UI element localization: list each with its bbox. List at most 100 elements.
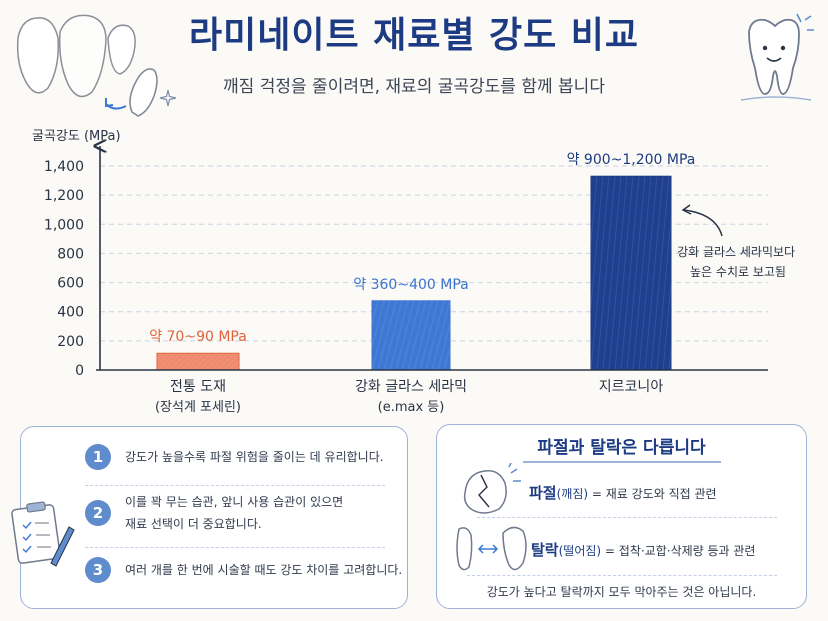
bar-texture xyxy=(271,353,289,370)
tip-item-3: 3 여러 개를 한 번에 시술할 때도 강도 차이를 고려합니다. xyxy=(85,557,402,583)
annotation-arrowhead xyxy=(681,204,692,215)
bar-texture xyxy=(186,353,206,371)
fracture-definition: 파절(깨짐) = 재료 강도와 직접 관련 xyxy=(529,482,717,503)
bar-texture xyxy=(372,300,373,303)
bar-texture xyxy=(540,301,558,370)
sparkle-icon xyxy=(159,89,177,107)
veneer-teeth-icon xyxy=(16,14,158,117)
bar-texture xyxy=(228,360,239,371)
bar-texture xyxy=(474,301,492,370)
bar-texture xyxy=(449,368,450,370)
bar-texture xyxy=(312,301,330,370)
bar-texture xyxy=(407,300,427,370)
bar-texture xyxy=(498,301,516,370)
tip-number-badge: 3 xyxy=(85,557,111,583)
clipboard-icon xyxy=(11,501,75,567)
y-tick-label: 1,200 xyxy=(44,188,84,204)
bar-texture xyxy=(330,301,348,370)
bar-texture xyxy=(546,301,564,370)
divider xyxy=(477,517,777,518)
bar-texture xyxy=(168,353,188,371)
category-sublabel: (장석계 포세린) xyxy=(155,400,241,415)
bar-texture xyxy=(510,301,528,370)
bar-value-label: 약 360~400 MPa xyxy=(353,277,468,293)
bar-texture xyxy=(638,176,658,370)
bar-texture xyxy=(626,176,646,370)
annotation-line-1: 강화 글라스 세라믹보다 xyxy=(677,245,795,259)
page-subtitle: 깨짐 걱정을 줄이려면, 재료의 굴곡강도를 함께 봅니다 xyxy=(223,77,605,97)
bar-texture xyxy=(157,353,170,366)
bar-texture xyxy=(133,353,151,370)
bar-texture xyxy=(121,353,139,370)
bar-texture xyxy=(437,321,450,370)
bar-texture xyxy=(319,353,337,370)
bar-texture xyxy=(602,176,622,370)
bar xyxy=(590,175,672,371)
bar-texture xyxy=(180,353,200,371)
bar-texture xyxy=(516,301,534,370)
bar-texture xyxy=(377,300,397,370)
bar-texture xyxy=(192,353,212,371)
bar-texture xyxy=(301,353,319,370)
bar-texture xyxy=(372,300,385,349)
y-axis-title: 굴곡강도 (MPa) xyxy=(32,129,121,144)
bar-texture xyxy=(468,301,486,370)
y-tick-label: 200 xyxy=(57,334,84,350)
bar-texture xyxy=(210,353,230,371)
bar-texture xyxy=(318,301,336,370)
y-tick-label: 800 xyxy=(57,246,84,262)
bar-texture xyxy=(596,176,616,370)
bar-texture xyxy=(342,301,360,370)
bar-texture xyxy=(253,353,271,370)
bar-texture xyxy=(413,300,433,370)
cracked-veneer-icon xyxy=(463,463,521,514)
bar-texture xyxy=(157,353,164,360)
bar-texture xyxy=(662,278,671,370)
bar-texture xyxy=(307,353,325,370)
annotation-arrow xyxy=(683,209,723,237)
bar xyxy=(371,300,451,371)
bar-texture xyxy=(443,344,450,370)
bar-texture xyxy=(620,176,640,370)
bar-texture xyxy=(522,301,540,370)
annotation-line-2: 높은 수치로 보고됨 xyxy=(690,265,786,279)
tip-text: 여러 개를 한 번에 시술할 때도 강도 차이를 고려합니다. xyxy=(125,563,403,577)
bar-texture xyxy=(608,176,628,370)
y-tick-label: 0 xyxy=(75,363,84,379)
bar-texture xyxy=(456,301,474,370)
bar-texture xyxy=(198,353,218,371)
bar-texture xyxy=(504,301,522,370)
divider xyxy=(467,575,777,576)
bar-texture xyxy=(324,301,342,370)
bar-texture xyxy=(109,353,127,370)
bar-texture xyxy=(348,301,366,370)
bar-texture xyxy=(614,176,634,370)
bar-texture xyxy=(127,353,145,370)
bar-texture xyxy=(431,300,450,370)
bar-texture xyxy=(295,353,313,370)
bar-texture xyxy=(383,300,403,370)
difference-panel: 파절과 탈락은 다릅니다 파절(깨짐) = 재료 강도와 직접 관련 탈락(떨어… xyxy=(436,424,807,609)
fracture-term: 파절 xyxy=(529,484,557,502)
bar-texture xyxy=(480,301,498,370)
bar-texture xyxy=(174,353,194,371)
debond-desc: = 접착·교합·삭제량 등과 관련 xyxy=(601,544,756,558)
tip-number-badge: 1 xyxy=(85,444,111,470)
bar-texture xyxy=(389,300,409,370)
bar-texture xyxy=(234,365,239,371)
category-sublabel: (e.max 등) xyxy=(378,400,445,415)
bar-texture xyxy=(216,353,236,371)
bar-texture xyxy=(650,176,670,370)
tip-item-1: 1 강도가 높을수록 파절 위험을 줄이는 데 유리합니다. xyxy=(85,444,384,470)
tip-text: 강도가 높을수록 파절 위험을 줄이는 데 유리합니다. xyxy=(125,450,384,464)
category-label: 전통 도재 xyxy=(170,379,226,395)
bar-texture xyxy=(419,300,439,370)
bar-texture xyxy=(486,301,504,370)
y-tick-label: 1,000 xyxy=(44,217,84,233)
bar-value-label: 약 900~1,200 MPa xyxy=(567,152,696,168)
category-label: 강화 글라스 세라믹 xyxy=(355,379,467,395)
bar-texture xyxy=(157,353,158,354)
tip-item-2: 2 이를 꽉 무는 습관, 앞니 사용 습관이 있으면 재료 선택이 더 중요합… xyxy=(85,491,343,535)
difference-note: 강도가 높다고 탈락까지 모두 막아주는 것은 아닙니다. xyxy=(486,585,757,599)
debond-term: 탈락 xyxy=(531,541,559,559)
